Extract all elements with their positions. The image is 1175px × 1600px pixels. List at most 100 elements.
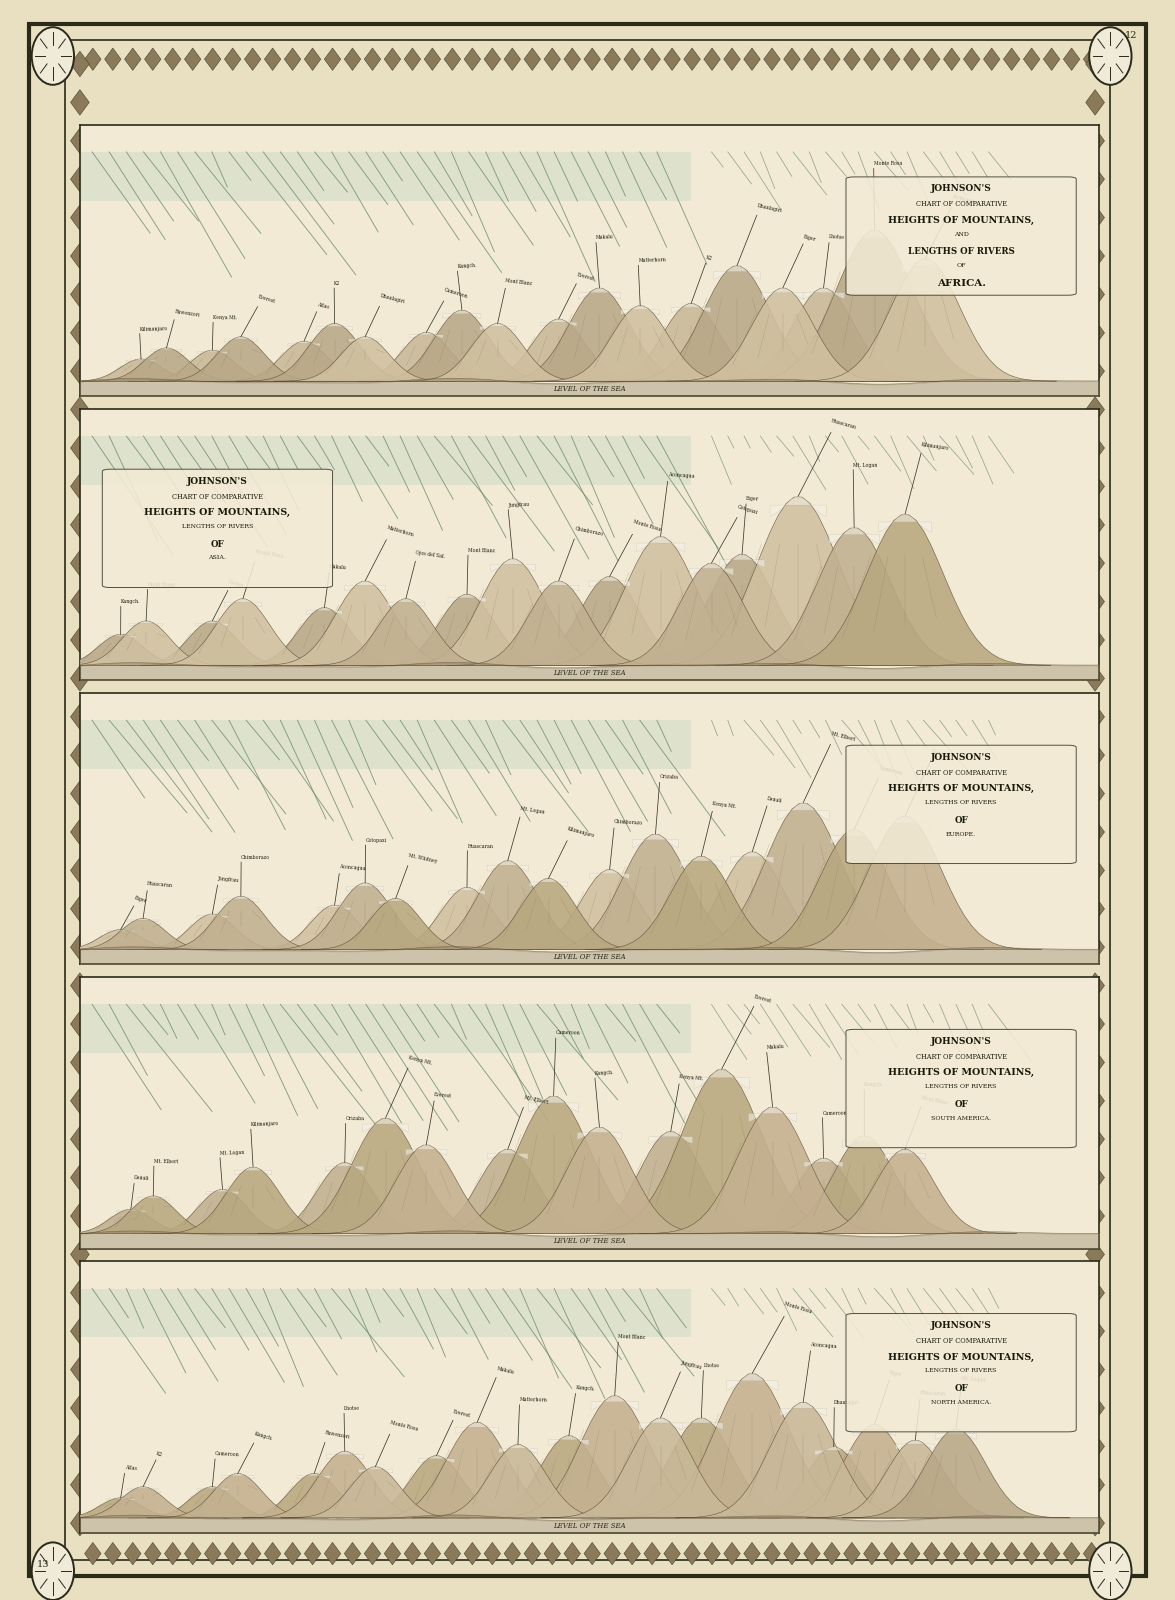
Polygon shape bbox=[85, 1542, 101, 1565]
Polygon shape bbox=[707, 288, 940, 381]
Polygon shape bbox=[358, 1467, 392, 1472]
Polygon shape bbox=[864, 1542, 880, 1565]
Polygon shape bbox=[121, 621, 303, 666]
Polygon shape bbox=[1086, 1088, 1104, 1114]
Polygon shape bbox=[501, 870, 719, 949]
Text: Monte Rosa: Monte Rosa bbox=[874, 162, 902, 166]
Polygon shape bbox=[764, 48, 780, 70]
Polygon shape bbox=[70, 320, 89, 346]
Polygon shape bbox=[764, 1542, 780, 1565]
Polygon shape bbox=[70, 397, 89, 422]
Polygon shape bbox=[215, 341, 392, 381]
Polygon shape bbox=[1086, 666, 1104, 691]
Polygon shape bbox=[524, 1542, 540, 1565]
Polygon shape bbox=[262, 883, 468, 949]
Polygon shape bbox=[409, 333, 443, 338]
Polygon shape bbox=[418, 1456, 455, 1462]
Text: Matterhorn: Matterhorn bbox=[638, 258, 666, 264]
Text: Makalu: Makalu bbox=[496, 1366, 515, 1376]
Polygon shape bbox=[1086, 1165, 1104, 1190]
Polygon shape bbox=[128, 1486, 297, 1518]
Text: OF: OF bbox=[954, 1099, 968, 1109]
Circle shape bbox=[1089, 1542, 1132, 1600]
Polygon shape bbox=[70, 435, 89, 461]
Polygon shape bbox=[564, 48, 580, 70]
Polygon shape bbox=[529, 1096, 579, 1112]
Polygon shape bbox=[224, 48, 241, 70]
Polygon shape bbox=[150, 1168, 356, 1234]
Text: JOHNSON'S: JOHNSON'S bbox=[931, 1322, 992, 1330]
Polygon shape bbox=[728, 1446, 939, 1518]
Polygon shape bbox=[70, 1434, 89, 1459]
Polygon shape bbox=[1063, 1542, 1080, 1565]
Text: Monte Rosa: Monte Rosa bbox=[784, 1301, 813, 1314]
Polygon shape bbox=[404, 48, 421, 70]
Polygon shape bbox=[317, 323, 352, 330]
Polygon shape bbox=[884, 48, 900, 70]
Polygon shape bbox=[1083, 48, 1100, 70]
Polygon shape bbox=[777, 803, 830, 821]
Polygon shape bbox=[1086, 1472, 1104, 1498]
Polygon shape bbox=[324, 1542, 341, 1565]
Polygon shape bbox=[1086, 282, 1104, 307]
Polygon shape bbox=[484, 1397, 746, 1518]
Polygon shape bbox=[1086, 1510, 1104, 1536]
Polygon shape bbox=[1086, 1050, 1104, 1075]
Polygon shape bbox=[184, 48, 201, 70]
Text: AND: AND bbox=[954, 232, 968, 237]
Polygon shape bbox=[1086, 934, 1104, 960]
Text: Kenya Mt.: Kenya Mt. bbox=[213, 315, 237, 320]
Text: CHART OF COMPARATIVE: CHART OF COMPARATIVE bbox=[915, 768, 1007, 776]
Text: Mont Blanc: Mont Blanc bbox=[505, 278, 533, 286]
Polygon shape bbox=[728, 230, 1021, 381]
Polygon shape bbox=[281, 1467, 470, 1518]
Polygon shape bbox=[719, 555, 765, 568]
Polygon shape bbox=[70, 589, 89, 614]
Polygon shape bbox=[633, 853, 871, 949]
Polygon shape bbox=[639, 1418, 683, 1430]
Polygon shape bbox=[70, 90, 89, 115]
Polygon shape bbox=[49, 1210, 211, 1234]
Polygon shape bbox=[844, 1542, 860, 1565]
Polygon shape bbox=[204, 48, 221, 70]
Text: Makalu: Makalu bbox=[329, 563, 348, 570]
Polygon shape bbox=[415, 1096, 693, 1234]
Text: CHART OF COMPARATIVE: CHART OF COMPARATIVE bbox=[915, 1338, 1007, 1346]
Polygon shape bbox=[1086, 1011, 1104, 1037]
Text: CHART OF COMPARATIVE: CHART OF COMPARATIVE bbox=[915, 1053, 1007, 1061]
Polygon shape bbox=[412, 1445, 624, 1518]
Text: Kilimanjaro: Kilimanjaro bbox=[568, 826, 596, 838]
Polygon shape bbox=[59, 918, 228, 949]
Text: Lhotse: Lhotse bbox=[704, 1363, 719, 1368]
Text: LEVEL OF THE SEA: LEVEL OF THE SEA bbox=[553, 386, 625, 394]
Text: Cameroon: Cameroon bbox=[878, 765, 904, 776]
Polygon shape bbox=[223, 896, 258, 902]
Polygon shape bbox=[405, 1146, 446, 1155]
Polygon shape bbox=[327, 1451, 363, 1459]
Polygon shape bbox=[344, 48, 361, 70]
Polygon shape bbox=[526, 538, 795, 666]
Polygon shape bbox=[221, 1474, 254, 1478]
Polygon shape bbox=[814, 1446, 853, 1454]
Text: K2: K2 bbox=[706, 254, 713, 261]
Polygon shape bbox=[549, 1435, 589, 1445]
Polygon shape bbox=[264, 48, 281, 70]
Polygon shape bbox=[357, 310, 566, 381]
Text: HEIGHTS OF MOUNTAINS,: HEIGHTS OF MOUNTAINS, bbox=[888, 216, 1034, 226]
Polygon shape bbox=[70, 666, 89, 691]
Polygon shape bbox=[853, 1424, 895, 1435]
Text: Everest: Everest bbox=[257, 294, 276, 304]
Polygon shape bbox=[784, 48, 800, 70]
Polygon shape bbox=[227, 608, 423, 666]
Polygon shape bbox=[243, 906, 425, 949]
Text: HEIGHTS OF MOUNTAINS,: HEIGHTS OF MOUNTAINS, bbox=[145, 509, 290, 517]
Polygon shape bbox=[1086, 128, 1104, 154]
Polygon shape bbox=[488, 861, 529, 870]
Polygon shape bbox=[1086, 819, 1104, 845]
Polygon shape bbox=[488, 1149, 528, 1160]
Polygon shape bbox=[364, 48, 381, 70]
Polygon shape bbox=[147, 1474, 329, 1518]
Text: HEIGHTS OF MOUNTAINS,: HEIGHTS OF MOUNTAINS, bbox=[888, 1069, 1034, 1077]
Text: LENGTHS OF RIVERS: LENGTHS OF RIVERS bbox=[926, 1085, 996, 1090]
Polygon shape bbox=[107, 930, 135, 931]
